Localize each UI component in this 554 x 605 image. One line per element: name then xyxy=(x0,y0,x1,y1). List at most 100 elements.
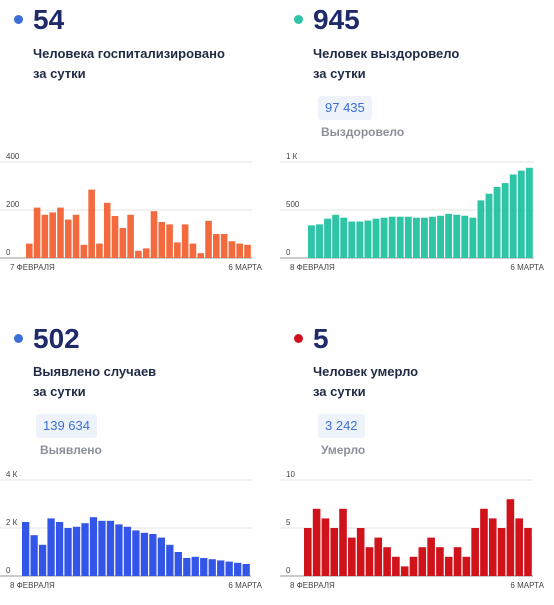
chart-bar xyxy=(493,186,501,258)
chart-bar xyxy=(72,526,81,576)
chart-bar xyxy=(436,547,444,576)
chart-bar xyxy=(80,244,88,258)
chart-bar xyxy=(427,537,435,576)
y-tick-label: 200 xyxy=(6,200,20,209)
chart-bar xyxy=(380,217,388,258)
chart-bar xyxy=(33,207,41,258)
chart-bar xyxy=(477,200,485,258)
panel-recovered: 945 Человек выздоровело за сутки 97 435 … xyxy=(277,0,554,300)
chart-bar xyxy=(372,218,380,258)
bullet-dot xyxy=(294,334,303,343)
chart-bar xyxy=(213,234,220,258)
chart-bar xyxy=(506,499,515,576)
recovered-bar-chart: 1 К 500 0 8 ФЕВРАЛЯ 6 МАРТА xyxy=(280,152,545,272)
chart-bar xyxy=(135,250,142,258)
chart-bar xyxy=(30,535,38,576)
bullet-dot xyxy=(14,334,23,343)
chart-bar xyxy=(119,228,127,258)
y-tick-label: 0 xyxy=(6,248,11,257)
chart-bar xyxy=(22,522,30,576)
chart-bar xyxy=(200,558,208,576)
x-end-label: 6 МАРТА xyxy=(228,263,262,272)
chart-bar xyxy=(157,537,165,576)
chart-bar xyxy=(225,561,233,576)
chart-bar xyxy=(106,520,115,576)
chart-bar xyxy=(348,537,356,576)
chart-bar xyxy=(197,253,205,258)
x-start-label: 8 ФЕВРАЛЯ xyxy=(290,263,335,272)
chart-bar xyxy=(308,225,315,258)
chart-bar xyxy=(418,547,427,576)
total-label: Выявлено xyxy=(40,443,102,457)
chart-bar xyxy=(88,189,95,258)
chart-bar xyxy=(364,220,372,258)
chart-bar xyxy=(324,218,332,258)
chart-bar xyxy=(150,211,158,258)
chart-bar xyxy=(38,544,47,576)
stat-caption: Выявлено случаев xyxy=(33,364,157,379)
chart-bar xyxy=(158,222,166,258)
chart-bar xyxy=(111,216,119,258)
y-tick-label: 5 xyxy=(286,518,291,527)
chart-bar xyxy=(217,560,225,576)
chart-bar xyxy=(72,214,80,258)
chart-bar xyxy=(485,193,493,258)
stat-caption-period: за сутки xyxy=(313,66,366,81)
stat-caption: Человек умерло xyxy=(313,364,419,379)
chart-bar xyxy=(244,244,251,258)
chart-bar xyxy=(205,220,212,258)
x-start-label: 8 ФЕВРАЛЯ xyxy=(10,581,55,590)
chart-bar xyxy=(400,566,409,576)
chart-bar xyxy=(396,216,404,258)
chart-bar xyxy=(234,562,242,576)
chart-bar xyxy=(115,524,123,576)
chart-bar xyxy=(365,547,374,576)
chart-bar xyxy=(304,528,312,576)
y-tick-label: 500 xyxy=(286,200,300,209)
stat-caption: Человек выздоровело xyxy=(313,46,460,61)
deaths-bar-chart: 10 5 0 8 ФЕВРАЛЯ 6 МАРТА xyxy=(280,470,545,590)
chart-bar xyxy=(383,547,391,576)
stat-number: 502 xyxy=(33,323,80,354)
chart-bar xyxy=(461,215,469,258)
chart-bar xyxy=(191,556,199,576)
x-start-label: 8 ФЕВРАЛЯ xyxy=(290,581,335,590)
stat-number: 945 xyxy=(313,4,360,35)
chart-bar xyxy=(98,520,106,576)
x-end-label: 6 МАРТА xyxy=(228,581,262,590)
chart-bar xyxy=(49,212,56,258)
y-tick-label: 0 xyxy=(286,248,291,257)
chart-bar xyxy=(64,528,72,576)
stat-caption-period: за сутки xyxy=(33,384,86,399)
stat-caption: Человека госпитализировано xyxy=(33,46,225,61)
chart-bar xyxy=(208,559,216,576)
x-start-label: 7 ФЕВРАЛЯ xyxy=(10,263,55,272)
chart-bar xyxy=(174,242,181,258)
chart-bar xyxy=(228,241,236,258)
chart-bar xyxy=(471,528,479,576)
chart-bar xyxy=(127,214,134,258)
chart-bar xyxy=(524,528,532,576)
y-tick-label: 1 К xyxy=(286,152,298,161)
stat-caption-period: за сутки xyxy=(33,66,86,81)
chart-bar xyxy=(392,556,400,576)
chart-bar xyxy=(332,214,340,258)
chart-bar xyxy=(316,224,323,258)
chart-bar xyxy=(174,552,182,576)
chart-bar xyxy=(429,216,436,258)
chart-bar xyxy=(330,528,339,576)
chart-bar xyxy=(480,508,488,576)
chart-bar xyxy=(96,243,103,258)
chart-bar xyxy=(220,234,228,258)
y-tick-label: 0 xyxy=(6,566,11,575)
chart-bar xyxy=(140,532,149,576)
bullet-dot xyxy=(14,15,23,24)
chart-bar xyxy=(189,243,197,258)
chart-bar xyxy=(166,544,174,576)
total-value: 3 242 xyxy=(318,414,365,438)
chart-bar xyxy=(57,207,64,258)
chart-bar xyxy=(312,508,321,576)
chart-bar xyxy=(409,556,418,576)
chart-bar xyxy=(339,508,347,576)
chart-bar xyxy=(55,522,64,576)
